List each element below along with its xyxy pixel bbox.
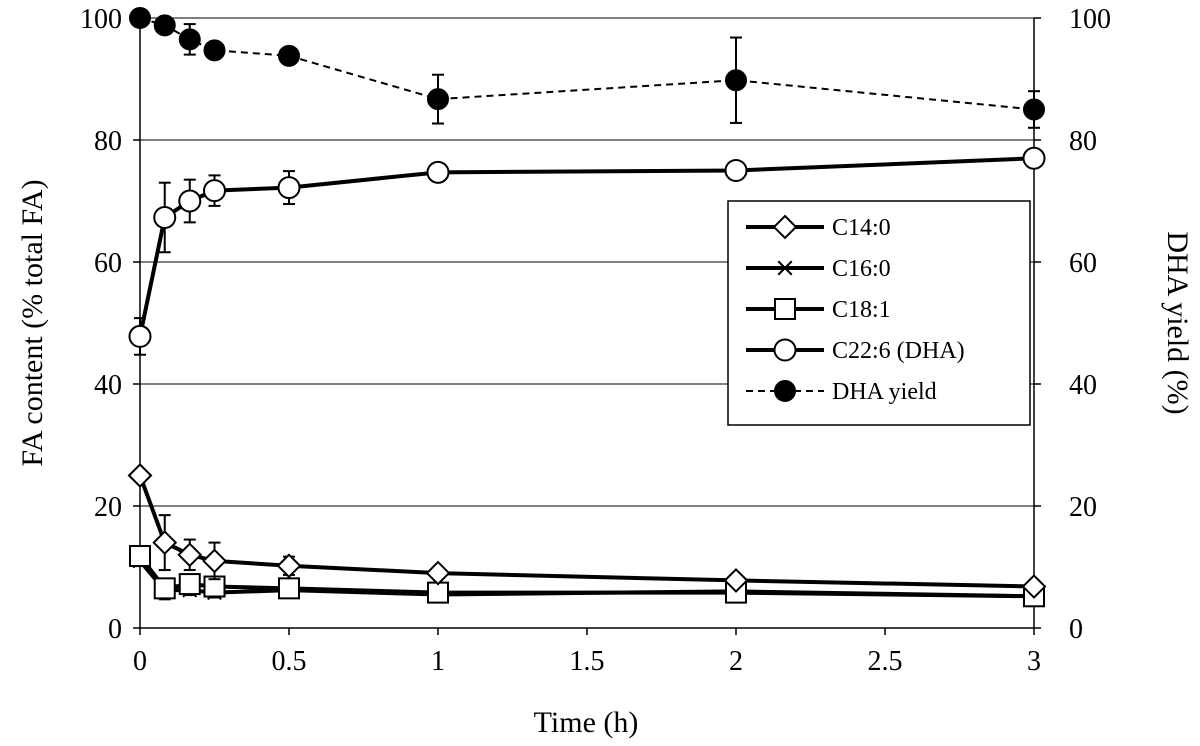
y2-tick-label: 100: [1069, 4, 1111, 35]
data-point: [128, 324, 152, 348]
data-point: [1022, 146, 1046, 170]
y-tick-label: 100: [80, 4, 122, 35]
series-line: [139, 17, 1035, 111]
data-point: [278, 577, 300, 600]
y-tick-label: 0: [108, 614, 122, 645]
legend-item: C14:0: [746, 214, 891, 241]
legend-item: C22:6 (DHA): [746, 338, 965, 364]
data-point: [153, 205, 177, 229]
data-point: [427, 581, 449, 604]
legend: C14:0 C16:0 C18:1 C22:6 (DHA) DHA yield: [727, 200, 1031, 426]
x-tick-label: 3: [1027, 646, 1041, 677]
legend-item: C16:0: [746, 256, 891, 282]
series-c22-6-dha: [128, 146, 1046, 356]
data-point: [203, 39, 226, 62]
legend-label: C14:0: [832, 215, 891, 241]
y-axis-title: FA content (% total FA): [16, 179, 49, 466]
x-tick-label: 0.5: [272, 646, 307, 677]
data-point: [129, 7, 151, 29]
data-point: [153, 14, 176, 37]
data-point: [723, 568, 749, 593]
x-tick-label: 1.5: [570, 646, 605, 677]
data-point: [1021, 574, 1047, 599]
y2-tick-label: 60: [1069, 248, 1097, 279]
data-point: [427, 88, 449, 111]
y2-axis-title: DHA yield (%): [1161, 231, 1194, 414]
data-point: [425, 560, 451, 586]
legend-label: DHA yield: [832, 379, 937, 405]
data-point: [152, 530, 178, 556]
legend-marker: [776, 260, 794, 276]
legend-label: C16:0: [832, 256, 891, 282]
y2-tick-label: 20: [1069, 492, 1097, 523]
x-axis-title: Time (h): [534, 706, 639, 739]
y2-tick-label: 40: [1069, 370, 1097, 401]
data-point: [178, 573, 201, 596]
data-point: [177, 542, 203, 568]
legend-item: C18:1: [746, 297, 891, 323]
y-tick-label: 40: [94, 370, 122, 401]
data-point: [178, 28, 201, 51]
data-point: [724, 159, 748, 182]
legend-marker: [772, 214, 798, 240]
x-tick-label: 2.5: [868, 646, 903, 677]
x-tick-label: 2: [729, 646, 743, 677]
data-point: [1023, 98, 1045, 121]
data-point: [129, 545, 151, 568]
data-point: [127, 463, 153, 488]
y-tick-label: 60: [94, 248, 122, 279]
series-c14-0: [127, 463, 1047, 599]
legend-label: C22:6 (DHA): [832, 338, 965, 364]
data-point: [276, 553, 302, 579]
data-point: [277, 176, 301, 200]
y2-tick-label: 80: [1069, 126, 1097, 157]
x-tick-label: 0: [133, 646, 147, 677]
y2-tick-label: 0: [1069, 614, 1083, 645]
data-point: [202, 548, 227, 574]
series-line: [138, 474, 1035, 589]
legend-marker: [774, 298, 796, 320]
series-dha-yield: [129, 7, 1045, 129]
legend-marker: [773, 338, 797, 362]
data-point: [725, 69, 747, 92]
tick-labels: 0 20 40 60 80 100 0 20 40 60 80 100 0 0.5 1 1.5 2 2.5 3: [80, 4, 1111, 677]
x-tick-label: 1: [431, 646, 445, 677]
legend-label: C18:1: [832, 297, 891, 323]
plot-area: [127, 7, 1047, 608]
data-point: [426, 160, 450, 184]
data-point: [178, 189, 202, 213]
data-point: [153, 577, 176, 600]
y-tick-label: 80: [94, 126, 122, 157]
data-point: [278, 44, 300, 67]
legend-item: DHA yield: [746, 379, 937, 405]
y-tick-label: 20: [94, 492, 122, 523]
data-point: [203, 179, 226, 203]
legend-marker: [774, 380, 796, 402]
